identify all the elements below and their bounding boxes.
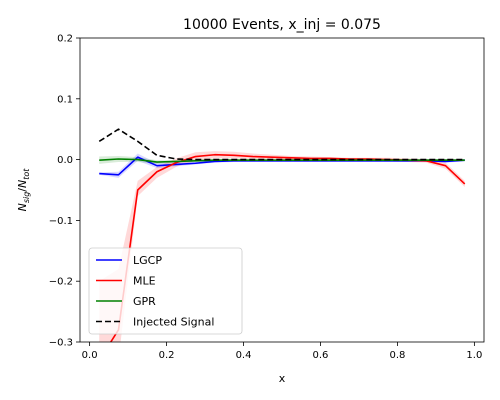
- x-tick-label: 0.8: [389, 350, 405, 361]
- svg-text:Nsig/Ntot: Nsig/Ntot: [16, 168, 31, 212]
- y-axis-label: Nsig/Ntot: [16, 168, 31, 212]
- x-tick-label: 0.4: [236, 350, 252, 361]
- y-tick-label: 0.0: [57, 155, 73, 166]
- legend-label-gpr: GPR: [133, 295, 156, 308]
- legend-label-injected-signal: Injected Signal: [133, 316, 214, 329]
- legend-label-lgcp: LGCP: [133, 254, 162, 267]
- y-tick-label: 0.2: [57, 34, 73, 45]
- legend-box: [88, 247, 243, 335]
- y-label-numerator: N: [16, 203, 29, 211]
- y-label-denominator-sub: tot: [22, 168, 31, 180]
- x-axis-label: x: [279, 372, 286, 385]
- y-label-denominator: N: [16, 180, 29, 188]
- y-tick-label: −0.3: [49, 338, 73, 349]
- y-tick-label: −0.1: [49, 216, 73, 227]
- y-axis: −0.3 −0.2 −0.1 0.0 0.1 0.2: [49, 34, 80, 349]
- y-label-slash: /: [16, 188, 29, 192]
- x-tick-label: 1.0: [466, 350, 482, 361]
- plot-lines: [98, 128, 466, 342]
- x-tick-label: 0.0: [82, 350, 98, 361]
- x-axis: 0.0 0.2 0.4 0.6 0.8 1.0: [82, 342, 482, 361]
- y-tick-label: −0.2: [49, 277, 73, 288]
- plot-frame: [79, 37, 485, 343]
- x-tick-label: 0.2: [159, 350, 175, 361]
- x-tick-label: 0.6: [313, 350, 329, 361]
- y-tick-label: 0.1: [57, 94, 73, 105]
- chart-title: 10000 Events, x_inj = 0.075: [183, 17, 381, 33]
- legend-label-mle: MLE: [133, 275, 156, 288]
- injected-signal-line: [98, 128, 465, 161]
- legend: LGCP MLE GPR Injected Signal: [88, 247, 243, 335]
- y-label-numerator-sub: sig: [22, 192, 31, 203]
